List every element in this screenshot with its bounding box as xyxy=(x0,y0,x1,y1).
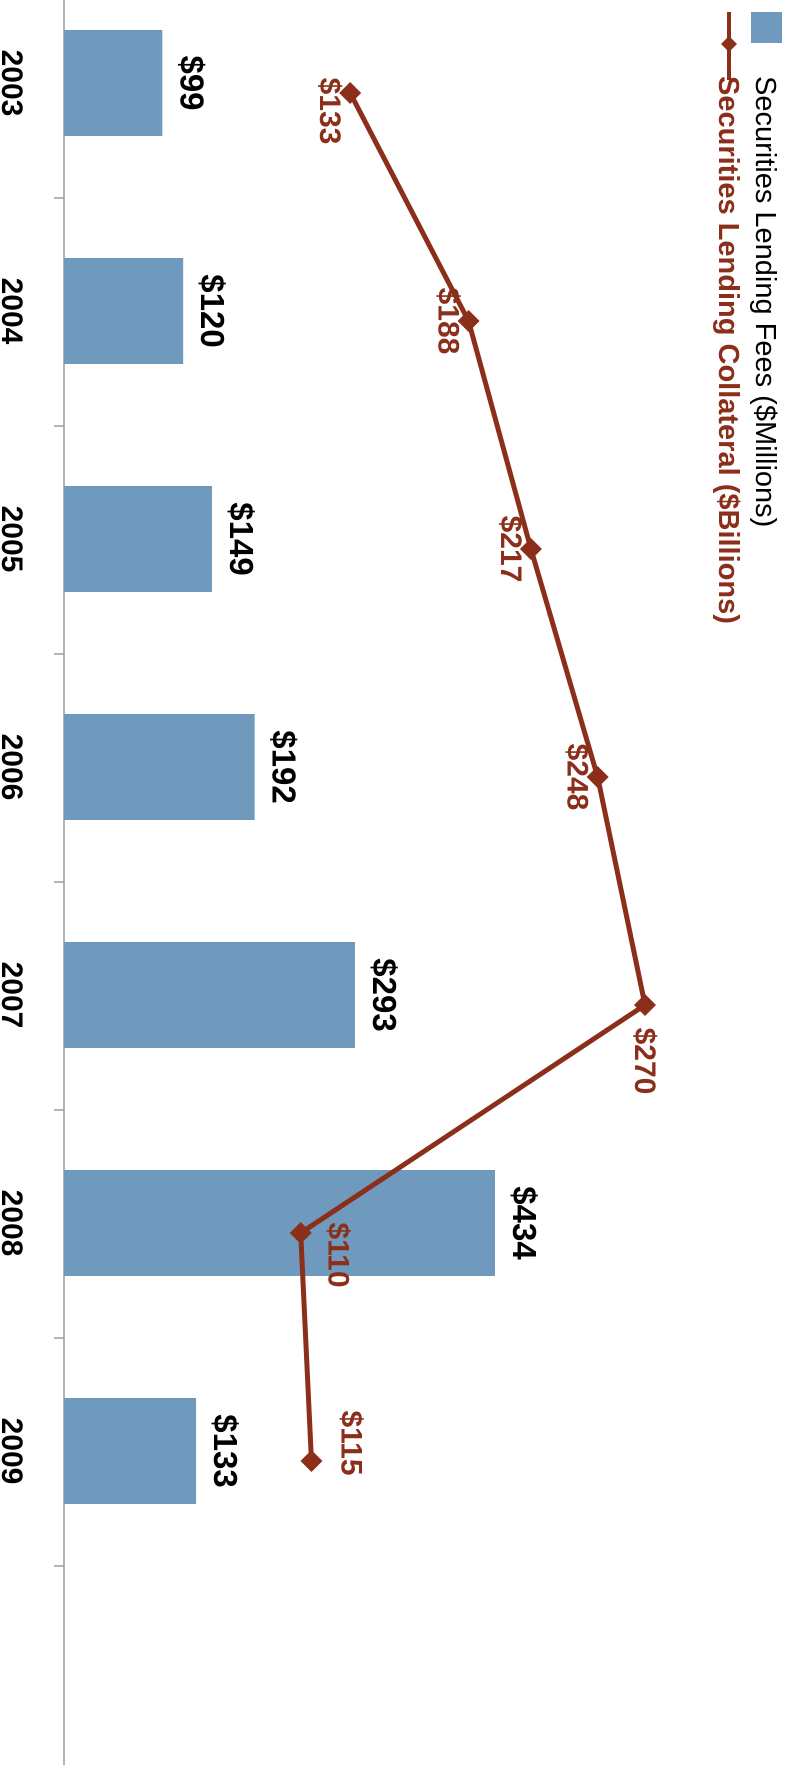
bar-value-label: $192 xyxy=(266,730,303,803)
line-value-label: $110 xyxy=(322,1222,355,1287)
bar xyxy=(64,942,355,1048)
line-value-label: $248 xyxy=(561,744,594,811)
category-label: 2004 xyxy=(0,278,28,345)
line-value-label: $270 xyxy=(628,1028,661,1095)
bar-value-label: $99 xyxy=(173,55,210,110)
bar xyxy=(64,258,184,364)
bar-value-label: $434 xyxy=(506,1186,543,1260)
line-point-marker xyxy=(289,1222,312,1244)
legend-collateral-label: Securities Lending Collateral ($Billions… xyxy=(712,76,744,624)
line-series-layer: $133 $188 $217 $248 $270 $110 $115 xyxy=(289,78,661,1476)
category-label: 2005 xyxy=(0,506,28,573)
bar-value-label: $120 xyxy=(194,274,231,347)
category-label: 2007 xyxy=(0,962,28,1029)
line-value-label: $217 xyxy=(494,516,527,583)
bar xyxy=(64,1398,197,1504)
bar-series-layer: $99 $120 $149 $192 $293 $434 $133 xyxy=(64,30,543,1504)
legend: Securities Lending Fees ($Millions) Secu… xyxy=(712,12,782,624)
legend-fees-swatch xyxy=(751,12,782,43)
category-label: 2009 xyxy=(0,1418,28,1485)
line-point-marker xyxy=(339,82,362,104)
line-value-label: $115 xyxy=(334,1410,367,1475)
line-value-label: $133 xyxy=(313,78,346,145)
legend-collateral-marker-icon xyxy=(721,36,737,52)
category-label: 2006 xyxy=(0,734,28,801)
bar xyxy=(64,486,212,592)
bar xyxy=(64,1170,495,1276)
category-label: 2003 xyxy=(0,50,28,117)
bar-value-label: $293 xyxy=(366,958,403,1031)
bar-value-label: $149 xyxy=(223,502,260,575)
bar xyxy=(64,30,163,136)
line-point-marker xyxy=(457,310,480,332)
category-label: 2008 xyxy=(0,1190,28,1257)
bar xyxy=(64,714,255,820)
bar-value-label: $133 xyxy=(207,1414,244,1487)
axis-layer: 2003 2004 2005 2006 2007 2008 2009 xyxy=(0,0,65,1765)
line-point-marker xyxy=(586,766,609,788)
legend-fees-label: Securities Lending Fees ($Millions) xyxy=(749,76,781,527)
line-value-label: $188 xyxy=(432,288,465,355)
line-point-marker xyxy=(634,994,656,1016)
line-point-marker xyxy=(300,1450,323,1472)
line-point-marker xyxy=(519,538,542,560)
